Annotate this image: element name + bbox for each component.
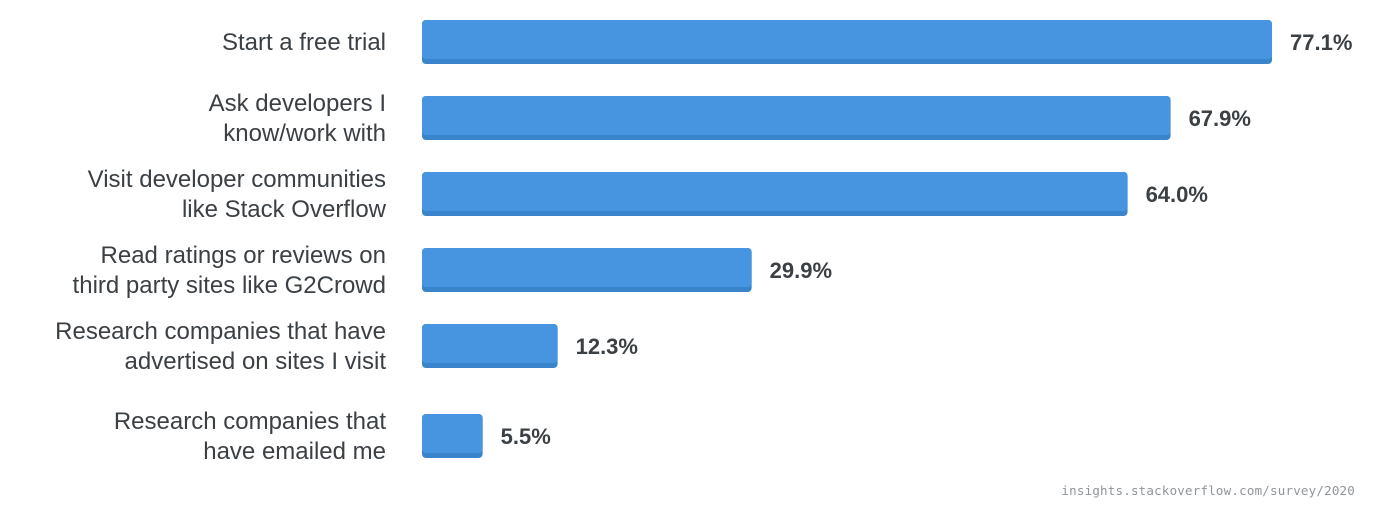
category-label-line: advertised on sites I visit bbox=[125, 348, 387, 375]
value-label: 67.9% bbox=[1189, 106, 1251, 131]
category-label-line: Start a free trial bbox=[222, 29, 386, 56]
bar bbox=[422, 414, 483, 453]
bar-group: 77.1% Start a free trial bbox=[222, 20, 1352, 64]
category-label-line: third party sites like G2Crowd bbox=[73, 272, 386, 299]
bar bbox=[422, 20, 1272, 59]
category-label-line: Visit developer communities bbox=[88, 166, 386, 193]
bar bbox=[422, 172, 1128, 211]
category-label-line: Ask developers I bbox=[209, 90, 386, 117]
category-label-line: Read ratings or reviews on bbox=[101, 242, 386, 269]
value-label: 64.0% bbox=[1146, 182, 1208, 207]
category-label-line: like Stack Overflow bbox=[182, 196, 387, 223]
value-label: 77.1% bbox=[1290, 30, 1352, 55]
bar bbox=[422, 248, 752, 287]
bar bbox=[422, 324, 558, 363]
source-attribution: insights.stackoverflow.com/survey/2020 bbox=[1061, 483, 1355, 498]
value-label: 29.9% bbox=[770, 258, 832, 283]
category-label: Research companies that have emailed me bbox=[114, 408, 386, 465]
category-label: Visit developer communities like Stack Ov… bbox=[88, 166, 387, 223]
category-label: Research companies that have advertised o… bbox=[55, 318, 386, 375]
category-label-line: have emailed me bbox=[203, 438, 386, 465]
bar-group: 29.9% Read ratings or reviews on third par… bbox=[73, 242, 832, 299]
bar-group: 12.3% Research companies that have adverti… bbox=[55, 318, 638, 375]
bar bbox=[422, 96, 1171, 135]
category-label-line: Research companies that bbox=[114, 408, 386, 435]
value-label: 12.3% bbox=[576, 334, 638, 359]
bar-group: 64.0% Visit developer communities like Sta… bbox=[88, 166, 1208, 223]
value-label: 5.5% bbox=[501, 424, 551, 449]
category-label-line: know/work with bbox=[223, 120, 386, 147]
category-label-line: Research companies that have bbox=[55, 318, 386, 345]
category-label: Start a free trial bbox=[222, 29, 386, 56]
category-label: Read ratings or reviews on third party si… bbox=[73, 242, 386, 299]
bar-group: 5.5% Research companies that have emailed … bbox=[114, 408, 551, 465]
bar-group: 67.9% Ask developers I know/work with bbox=[209, 90, 1251, 147]
category-label: Ask developers I know/work with bbox=[209, 90, 386, 147]
